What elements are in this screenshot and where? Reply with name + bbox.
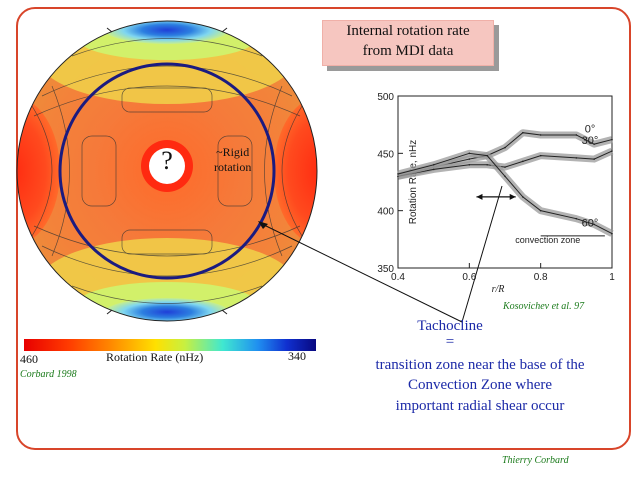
corbard-citation: Corbard 1998 <box>20 369 77 380</box>
data-point <box>468 164 471 166</box>
tachocline-line-2: Convection Zone where <box>407 377 553 393</box>
tachocline-equals: = <box>445 334 455 350</box>
tachocline-arrowhead-right <box>509 193 516 200</box>
x-tick-label: 1 <box>609 272 615 283</box>
title-line-1: Internal rotation rate <box>346 23 470 39</box>
y-tick-label: 500 <box>377 92 394 103</box>
tachocline-pointer-disk <box>261 223 463 323</box>
rigid-line-2: rotation <box>214 160 252 174</box>
data-point <box>539 154 542 157</box>
data-point <box>504 166 506 168</box>
data-point <box>611 138 613 141</box>
author: Thierry Corbard <box>502 455 569 466</box>
colorbar-label: Rotation Rate (nHz) <box>106 350 204 364</box>
tachocline-arrowhead-left <box>476 193 483 200</box>
data-point <box>432 168 435 171</box>
rotation-disk <box>16 20 318 322</box>
rigid-line-1: ~Rigid <box>216 145 250 159</box>
data-point <box>611 150 613 152</box>
data-point <box>575 134 578 136</box>
rotation-profile-plot: 0.4 0.6 0.8 1 350 400 450 500 r/R Rotation Rate, … <box>377 92 615 295</box>
y-tick-label: 350 <box>377 264 394 275</box>
core-unknown <box>149 148 185 184</box>
data-point <box>575 217 578 220</box>
data-point <box>593 223 595 226</box>
data-point <box>432 164 435 166</box>
rigid-rotation-label: ~Rigid rotation <box>214 145 251 175</box>
colorbar-min: 460 <box>20 352 38 366</box>
series-label: 0° <box>585 124 596 136</box>
data-point <box>504 146 506 149</box>
x-tick-label: 0.8 <box>534 272 548 283</box>
tachocline-line-3: important radial shear occur <box>395 398 565 414</box>
data-point <box>468 152 471 155</box>
tachocline-line-1: transition zone near the base of the <box>375 357 585 373</box>
plot-frame <box>397 95 613 269</box>
data-point <box>575 157 578 159</box>
x-tick-label: 0.6 <box>462 272 476 283</box>
data-point <box>593 143 595 145</box>
data-point <box>522 196 524 198</box>
data-point <box>611 232 613 235</box>
title-box: Internal rotation rate from MDI data <box>322 20 494 66</box>
data-point <box>593 158 595 160</box>
data-point <box>486 154 488 157</box>
data-point <box>486 164 488 166</box>
kosovichev-citation: Kosovichev et al. 97 <box>503 301 585 312</box>
convection-zone-boundary <box>58 62 276 280</box>
data-point <box>522 160 524 163</box>
data-point <box>468 158 471 160</box>
data-point <box>504 175 506 178</box>
data-point <box>397 173 399 175</box>
series-line <box>397 150 613 177</box>
series-label: 30° <box>582 135 599 147</box>
tachocline-title: Tachocline <box>417 318 483 334</box>
data-point <box>539 134 542 136</box>
x-axis-label: r/R <box>492 284 505 295</box>
title-line-2: from MDI data <box>362 43 454 59</box>
series-label: 60° <box>582 218 599 230</box>
data-point <box>539 209 542 212</box>
series-line <box>397 152 613 235</box>
y-tick-label: 450 <box>377 149 394 160</box>
data-point <box>522 131 524 134</box>
colorbar <box>24 339 316 351</box>
data-point <box>397 175 399 178</box>
tachocline-pointer-plot <box>461 185 503 323</box>
convection-zone-annotation: convection zone <box>515 235 580 245</box>
series-line <box>397 132 613 177</box>
core-question-mark: ? <box>161 146 173 175</box>
x-tick-label: 0.4 <box>391 272 405 283</box>
colorbar-max: 340 <box>288 349 306 363</box>
y-tick-label: 400 <box>377 207 394 218</box>
y-axis-label: Rotation Rate, nHz <box>408 140 419 225</box>
